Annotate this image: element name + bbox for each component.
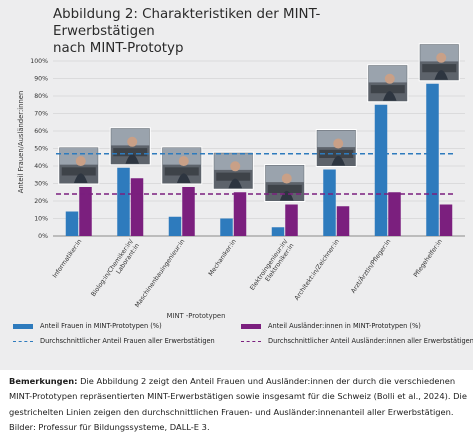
reference-lines xyxy=(56,152,453,195)
legend-item-avg-women: Durchschnittlicher Anteil Frauen aller E… xyxy=(13,337,215,345)
y-tick-label: 40% xyxy=(34,163,48,170)
y-tick-label: 30% xyxy=(34,181,48,188)
x-tick-labels: Informatiker:in Biolog:in/Chemiker:in/Lab… xyxy=(52,237,444,309)
x-tick-label: Biolog:in/Chemiker:in/Laborant:in xyxy=(90,237,142,302)
x-axis-title: MINT -Prototypen xyxy=(167,312,226,320)
y-tick-label: 90% xyxy=(34,76,48,83)
bar-women xyxy=(220,218,233,236)
legend-label-women: Anteil Frauen in MINT-Prototypen (%) xyxy=(40,322,162,330)
x-tick-label: Informatiker:in xyxy=(52,238,84,279)
y-tick-label: 10% xyxy=(34,216,48,223)
remarks-label: Bemerkungen: xyxy=(9,376,78,386)
legend-swatch-avg-women xyxy=(13,340,33,342)
x-tick-label: Maschinenbauingenieur:in xyxy=(134,238,187,309)
remarks-text: Die Abbildung 2 zeigt den Anteil Frauen … xyxy=(9,376,467,433)
bar-foreigners xyxy=(79,187,92,236)
bar-foreigners xyxy=(182,187,195,236)
y-tick-label: 20% xyxy=(34,198,48,205)
bar-foreigners xyxy=(388,192,401,236)
y-tick-label: 100% xyxy=(30,58,48,65)
figure-title-line-1: Abbildung 2: Charakteristiken der MINT-E… xyxy=(53,7,321,39)
y-tick-label: 70% xyxy=(34,111,48,118)
bar-women xyxy=(271,227,285,236)
prototype-photos xyxy=(58,43,460,202)
bar-foreigners xyxy=(439,204,453,236)
bar-women xyxy=(65,211,79,236)
x-tick-label: Elektroingenieur:in/Elektroniker:in xyxy=(249,237,296,296)
figure-panel: Abbildung 2: Charakteristiken der MINT-E… xyxy=(0,0,473,370)
prototype-photo xyxy=(315,129,357,167)
bar-women xyxy=(323,169,336,236)
figure-title-line-2: nach MINT-Prototyp xyxy=(53,41,184,56)
bar-women xyxy=(117,167,130,236)
legend-swatch-women xyxy=(13,323,33,329)
legend-label-avg-foreigners: Durchschnittlicher Anteil Ausländer:inne… xyxy=(268,337,473,345)
y-tick-labels: 0% 10% 20% 30% 40% 50% 60% 70% 80% 90% 100% xyxy=(30,58,48,240)
y-axis-title: Anteil Frauen/Ausländer:innen xyxy=(17,91,25,194)
bars xyxy=(65,83,453,236)
prototype-photo xyxy=(212,151,254,190)
prototype-photo xyxy=(264,164,306,202)
bar-foreigners xyxy=(285,204,298,236)
y-tick-label: 50% xyxy=(34,146,48,153)
figure-title: Abbildung 2: Charakteristiken der MINT-E… xyxy=(53,6,393,57)
legend-label-foreigners: Anteil Ausländer:innen in MINT-Prototype… xyxy=(268,322,421,330)
legend-swatch-foreigners xyxy=(241,323,261,329)
bar-foreigners xyxy=(130,178,144,236)
y-tick-label: 60% xyxy=(34,128,48,135)
y-tick-label: 80% xyxy=(34,93,48,100)
x-tick-label: Mechaniker:in xyxy=(207,238,238,277)
x-tick-label: Pflegehelfer:in xyxy=(412,238,443,279)
legend-item-foreigners: Anteil Ausländer:innen in MINT-Prototype… xyxy=(241,322,421,330)
y-tick-label: 0% xyxy=(38,233,48,240)
legend-item-women: Anteil Frauen in MINT-Prototypen (%) xyxy=(13,322,162,330)
prototype-photo xyxy=(367,64,409,103)
bar-women xyxy=(374,104,388,236)
x-tick-label: Arzt/Ärztin/Pfleger:in xyxy=(348,237,392,295)
prototype-photo xyxy=(109,127,151,166)
legend-label-avg-women: Durchschnittlicher Anteil Frauen aller E… xyxy=(40,337,215,345)
x-tick-label: Architekt:in/Zeichner:in xyxy=(293,238,340,302)
prototype-photo xyxy=(161,146,203,185)
bar-women xyxy=(426,83,439,236)
bar-chart: 0% 10% 20% 30% 40% 50% 60% 70% 80% 90% 100% Inform… xyxy=(17,43,465,320)
bar-foreigners xyxy=(336,206,350,236)
remarks: Bemerkungen: Die Abbildung 2 zeigt den A… xyxy=(9,374,467,436)
bar-women xyxy=(168,216,182,236)
prototype-photo xyxy=(58,146,100,185)
legend-swatch-avg-foreigners xyxy=(241,340,261,342)
prototype-photo xyxy=(418,43,460,82)
bar-foreigners xyxy=(233,192,247,236)
legend-item-avg-foreigners: Durchschnittlicher Anteil Ausländer:inne… xyxy=(241,337,473,345)
